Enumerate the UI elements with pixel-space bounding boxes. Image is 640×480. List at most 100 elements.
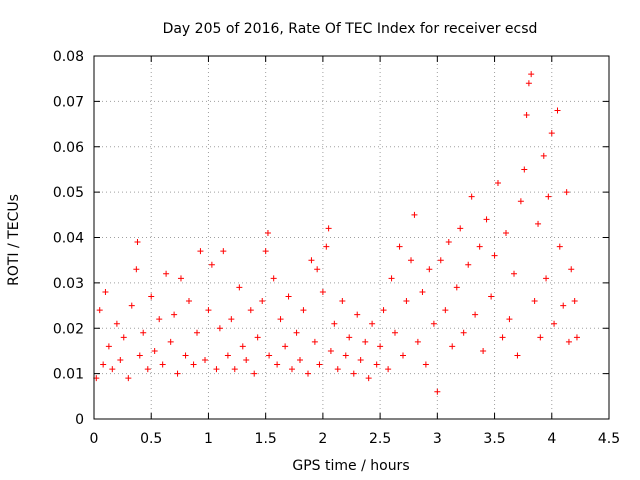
- data-point: [369, 320, 376, 327]
- data-point: [285, 293, 292, 300]
- data-point: [334, 366, 341, 373]
- x-tick-label: 0: [90, 431, 99, 447]
- data-point: [465, 261, 472, 268]
- data-point: [554, 107, 561, 114]
- data-point: [403, 298, 410, 305]
- data-point: [506, 316, 513, 323]
- data-point: [525, 80, 532, 87]
- data-point: [274, 361, 281, 368]
- data-point: [144, 366, 151, 373]
- data-point: [350, 370, 357, 377]
- data-point: [430, 320, 437, 327]
- data-point: [247, 307, 254, 314]
- data-point: [216, 325, 223, 332]
- data-point: [339, 298, 346, 305]
- data-point: [327, 347, 334, 354]
- data-point: [453, 284, 460, 291]
- data-point: [445, 239, 452, 246]
- data-point: [365, 375, 372, 382]
- data-point: [537, 334, 544, 341]
- data-point: [499, 334, 506, 341]
- data-point: [105, 343, 112, 350]
- data-point: [182, 352, 189, 359]
- data-point: [159, 361, 166, 368]
- data-point: [528, 71, 535, 78]
- data-point: [391, 329, 398, 336]
- data-point: [243, 357, 250, 364]
- data-point: [396, 243, 403, 250]
- data-point: [311, 338, 318, 345]
- data-point: [568, 266, 575, 273]
- data-point: [174, 370, 181, 377]
- data-point: [560, 302, 567, 309]
- data-point: [308, 257, 315, 264]
- data-point: [548, 130, 555, 137]
- data-point: [277, 316, 284, 323]
- data-point: [414, 338, 421, 345]
- y-axis-label: ROTI / TECUs: [6, 194, 22, 286]
- data-point: [419, 288, 426, 295]
- y-tick-label: 0.07: [53, 94, 84, 110]
- data-point: [220, 248, 227, 255]
- data-point: [411, 211, 418, 218]
- y-tick-label: 0.08: [53, 49, 84, 65]
- data-point: [136, 352, 143, 359]
- y-tick-label: 0.01: [53, 367, 84, 383]
- data-point: [197, 248, 204, 255]
- data-point: [177, 275, 184, 282]
- data-point: [434, 388, 441, 395]
- data-point: [503, 229, 509, 236]
- data-point: [488, 293, 495, 300]
- data-point: [102, 288, 109, 295]
- x-tick-label: 4.5: [598, 431, 620, 447]
- y-tick-label: 0.02: [53, 321, 84, 337]
- data-point: [342, 352, 349, 359]
- data-point: [120, 334, 127, 341]
- data-point: [357, 357, 364, 364]
- data-point: [476, 243, 483, 250]
- data-point: [288, 366, 295, 373]
- data-point: [148, 293, 155, 300]
- data-point: [573, 334, 580, 341]
- data-point: [125, 375, 132, 382]
- axis-ticks: 0 0.01 0.02 0.03 0.04 0.05 0.06 0.07 0.08 0 0.5 1 1.…: [53, 49, 620, 447]
- data-point: [259, 298, 266, 305]
- data-point: [388, 275, 395, 282]
- data-point: [171, 311, 178, 318]
- x-tick-label: 1: [204, 431, 213, 447]
- data-point: [251, 370, 258, 377]
- data-point: [422, 361, 429, 368]
- data-point: [571, 298, 578, 305]
- data-point: [514, 352, 521, 359]
- data-point: [140, 329, 147, 336]
- data-point: [128, 302, 135, 309]
- data-point: [231, 366, 238, 373]
- data-point: [254, 334, 261, 341]
- data-point: [151, 347, 158, 354]
- data-point: [264, 229, 271, 236]
- data-point: [437, 257, 444, 264]
- data-point: [224, 352, 231, 359]
- data-point: [134, 239, 141, 246]
- data-point: [523, 111, 530, 118]
- x-tick-label: 2: [318, 431, 327, 447]
- chart-title: Day 205 of 2016, Rate Of TEC Index for r…: [163, 21, 538, 37]
- x-tick-label: 3.5: [483, 431, 505, 447]
- data-point: [472, 311, 479, 318]
- plot-frame: [93, 55, 610, 420]
- data-point: [205, 307, 212, 314]
- data-point: [354, 311, 361, 318]
- x-tick-label: 1.5: [255, 431, 277, 447]
- data-point: [202, 357, 209, 364]
- data-point: [400, 352, 406, 359]
- data-point: [517, 198, 524, 205]
- data-point: [282, 343, 289, 350]
- data-point: [373, 361, 380, 368]
- data-point: [346, 334, 353, 341]
- data-point: [190, 361, 197, 368]
- data-point: [377, 343, 384, 350]
- data-point: [236, 284, 243, 291]
- y-tick-label: 0.06: [53, 140, 84, 156]
- grid-lines: [94, 56, 609, 419]
